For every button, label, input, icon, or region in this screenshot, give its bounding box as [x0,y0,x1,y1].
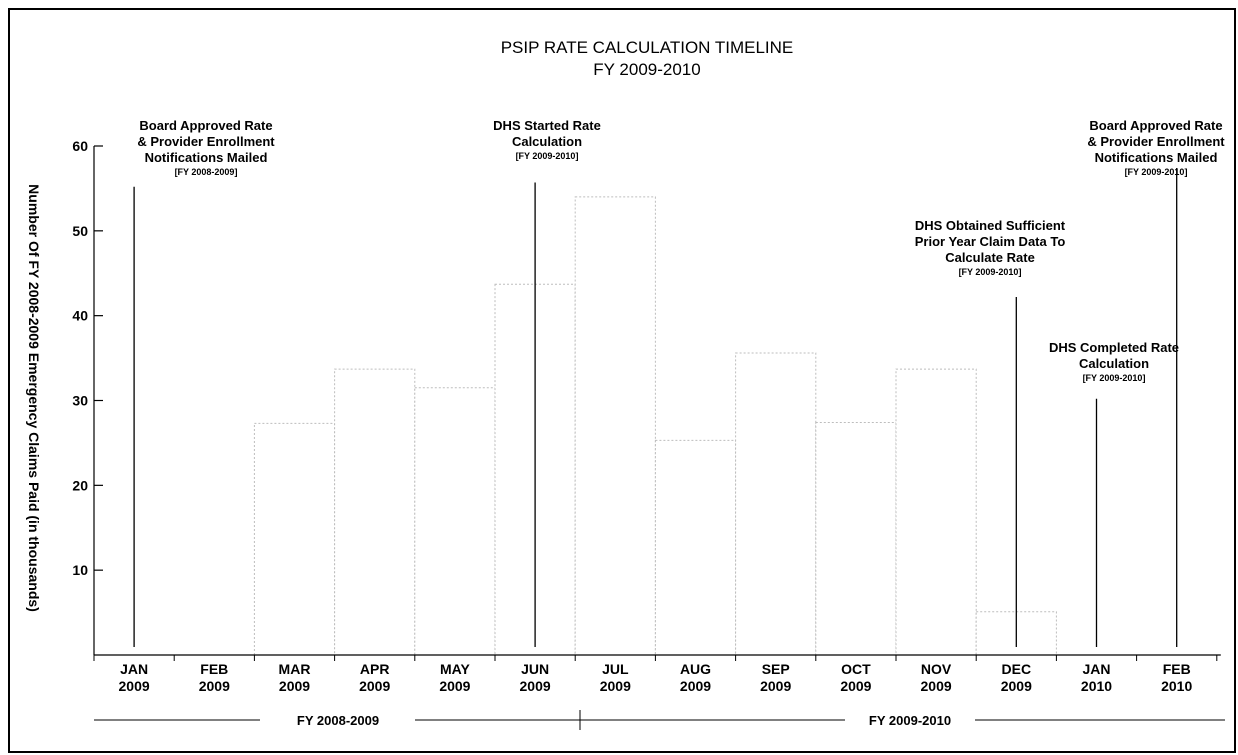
y-tick-label-30: 30 [72,393,88,409]
y-axis-label: Number Of FY 2008-2009 Emergency Claims … [26,184,42,612]
x-tick-label-year: 2009 [760,678,791,694]
annotation-note: [FY 2009-2010] [516,151,579,161]
annotation-text: Notifications Mailed [145,150,268,165]
annotation-text: DHS Obtained Sufficient [915,218,1066,233]
chart-subtitle: FY 2009-2010 [593,60,700,79]
x-tick-label-month: APR [360,661,390,677]
bars-layer [253,196,1057,656]
fiscal-year-band: FY 2008-2009 FY 2009-2010 [94,710,1225,730]
annotation-note: [FY 2008-2009] [175,167,238,177]
fy-label: FY 2008-2009 [297,713,379,728]
x-tick-label-month: JAN [1082,661,1110,677]
bar-apr-2009 [334,368,416,656]
fy-label: FY 2009-2010 [869,713,951,728]
chart-title: PSIP RATE CALCULATION TIMELINE [501,38,794,57]
x-tick-label-month: MAY [440,661,470,677]
x-tick-label-month: JUN [521,661,549,677]
annotation-text: Calculation [512,134,582,149]
annotation-note: [FY 2009-2010] [1125,167,1188,177]
x-tick-label-month: JUL [602,661,629,677]
x-tick-label-month: NOV [921,661,952,677]
x-tick-label-year: 2010 [1081,678,1112,694]
y-tick-label-10: 10 [72,562,88,578]
annotation-text: Board Approved Rate [1089,118,1222,133]
annotation-text: Prior Year Claim Data To [915,234,1066,249]
annotation-note: [FY 2009-2010] [1083,373,1146,383]
x-tick-label-year: 2010 [1161,678,1192,694]
x-tick-label-month: JAN [120,661,148,677]
bar-may-2009 [414,387,496,656]
x-tick-label-year: 2009 [279,678,310,694]
x-tick-label-year: 2009 [921,678,952,694]
x-tick-label-month: AUG [680,661,711,677]
timeline-chart: PSIP RATE CALCULATION TIMELINE FY 2009-2… [26,38,1225,730]
bar-nov-2009 [895,368,977,656]
bar-oct-2009 [815,422,897,656]
annotation-text: Board Approved Rate [139,118,272,133]
x-tick-label-month: FEB [1163,661,1191,677]
x-tick-label-month: MAR [279,661,311,677]
x-tick-label-month: OCT [841,661,871,677]
x-tick-label-year: 2009 [359,678,390,694]
bar-jul-2009 [574,196,656,656]
annotation-text: Notifications Mailed [1095,150,1218,165]
x-tick-label-month: DEC [1002,661,1032,677]
bar-aug-2009 [654,439,737,656]
annotation-text: Calculation [1079,356,1149,371]
annotation-text: & Provider Enrollment [1087,134,1225,149]
annotation-text: & Provider Enrollment [137,134,275,149]
x-tick-label-year: 2009 [520,678,551,694]
x-tick-label-year: 2009 [199,678,230,694]
x-tick-label-year: 2009 [439,678,470,694]
annotation-note: [FY 2009-2010] [959,267,1022,277]
y-tick-label-50: 50 [72,223,88,239]
annotation-text: DHS Started Rate [493,118,601,133]
y-tick-label-60: 60 [72,138,88,154]
x-tick-label-year: 2009 [119,678,150,694]
x-tick-label-month: FEB [200,661,228,677]
bar-sep-2009 [735,352,817,656]
x-tick-label-year: 2009 [840,678,871,694]
annotations-layer: Board Approved Rate& Provider Enrollment… [133,118,1225,647]
x-tick-label-year: 2009 [600,678,631,694]
axes-layer: 102030405060JAN2009FEB2009MAR2009APR2009… [72,138,1221,694]
chart-frame: PSIP RATE CALCULATION TIMELINE FY 2009-2… [8,8,1236,753]
x-tick-label-year: 2009 [680,678,711,694]
bar-mar-2009 [253,422,336,656]
annotation-text: DHS Completed Rate [1049,340,1179,355]
x-tick-label-year: 2009 [1001,678,1032,694]
x-tick-label-month: SEP [762,661,790,677]
annotation-text: Calculate Rate [945,250,1035,265]
y-tick-label-40: 40 [72,308,88,324]
y-tick-label-20: 20 [72,477,88,493]
